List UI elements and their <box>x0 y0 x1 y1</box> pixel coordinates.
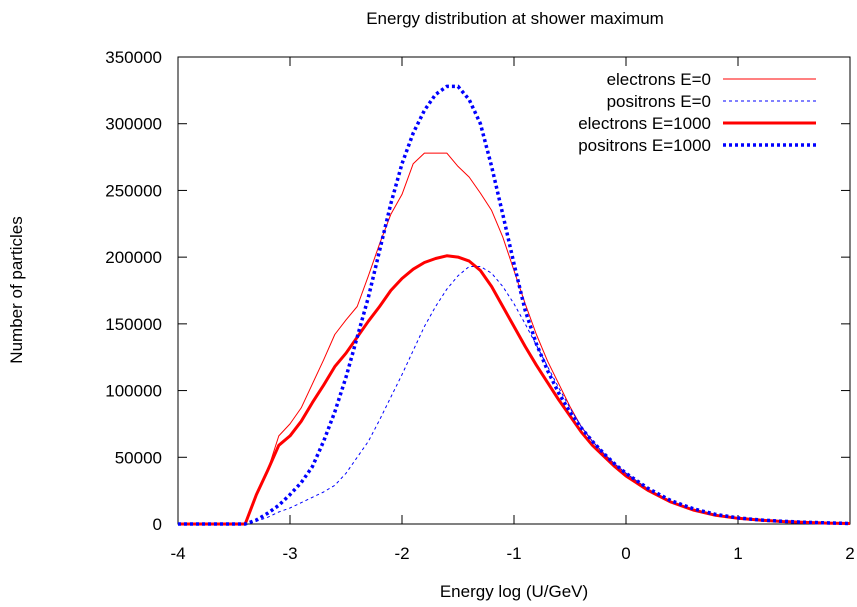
legend-label-electrons-e-1000: electrons E=1000 <box>578 114 711 133</box>
legend-label-electrons-e-0: electrons E=0 <box>607 70 711 89</box>
y-tick-label: 250000 <box>105 181 162 200</box>
x-tick-label: 1 <box>733 544 742 563</box>
x-tick-label: 0 <box>621 544 630 563</box>
x-tick-label: -3 <box>282 544 297 563</box>
x-tick-label: -2 <box>394 544 409 563</box>
y-tick-label: 0 <box>153 515 162 534</box>
y-tick-label: 200000 <box>105 248 162 267</box>
y-tick-label: 50000 <box>115 448 162 467</box>
legend-label-positrons-e-1000: positrons E=1000 <box>578 136 711 155</box>
series-line-electrons-e-1000 <box>178 254 851 526</box>
y-axis-label: Number of particles <box>7 216 26 363</box>
legend-label-positrons-e-0: positrons E=0 <box>607 92 711 111</box>
axis-ticks: -4 -3 -2 -1 0 1 2 0 50000 100000 150000 200000 25000… <box>105 48 854 563</box>
y-tick-label: 100000 <box>105 382 162 401</box>
chart-title: Energy distribution at shower maximum <box>366 9 664 28</box>
x-tick-label: -4 <box>170 544 185 563</box>
x-axis-label: Energy log (U/GeV) <box>440 582 588 601</box>
series-line-electrons-e-0 <box>178 152 851 525</box>
series-line-positrons-e-1000 <box>178 84 851 526</box>
y-tick-label: 150000 <box>105 315 162 334</box>
y-tick-label: 350000 <box>105 48 162 67</box>
series-group <box>178 84 851 526</box>
y-tick-label: 300000 <box>105 115 162 134</box>
x-tick-label: -1 <box>506 544 521 563</box>
x-tick-label: 2 <box>845 544 854 563</box>
legend: electrons E=0 positrons E=0 electrons E=10… <box>578 70 816 155</box>
plot-frame <box>177 56 851 525</box>
series-line-positrons-e-0 <box>178 266 851 525</box>
